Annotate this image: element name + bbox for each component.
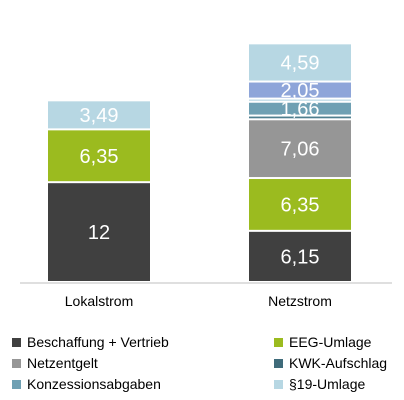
data-label: 7,06	[281, 139, 320, 161]
bar-segment	[48, 130, 150, 182]
data-label: 6,15	[281, 246, 320, 268]
data-label: 12	[88, 222, 110, 244]
legend-swatch	[274, 379, 283, 389]
data-label: 2,05	[281, 80, 320, 102]
bar-segment	[249, 44, 351, 81]
legend-item-konzession: Konzessionsabgaben	[12, 376, 161, 392]
legend-label: KWK-Aufschlag	[289, 355, 388, 371]
bar-segment	[249, 231, 351, 281]
data-label: 1,66	[281, 99, 320, 121]
legend-swatch	[274, 337, 283, 347]
stacked-bar-chart: 12 6,35 3,49 6,15 6,35 7,06 1,662,05 4,59 Lokal…	[20, 44, 392, 309]
bar-segment	[249, 116, 351, 119]
legend-item-par19: §19-Umlage	[274, 376, 365, 392]
legend-item-beschaffung: Beschaffung + Vertrieb	[12, 334, 169, 350]
legend-label: §19-Umlage	[289, 376, 366, 392]
bar-segment	[249, 99, 351, 101]
bar-segment	[249, 102, 351, 115]
data-label: 6,35	[80, 146, 119, 168]
legend-label: Netzentgelt	[27, 355, 98, 371]
category-label: Netzstrom	[268, 293, 332, 309]
legend-label: Konzessionsabgaben	[27, 376, 161, 392]
data-label: 3,49	[80, 105, 119, 127]
bars-group: 12 6,35 3,49 6,15 6,35 7,06 1,662,05 4,59	[48, 44, 351, 281]
legend-label: EEG-Umlage	[289, 334, 372, 350]
data-label: 4,59	[281, 52, 320, 74]
legend-swatch	[12, 379, 21, 389]
bar-segment	[48, 183, 150, 281]
category-labels: Lokalstrom Netzstrom	[65, 293, 332, 309]
bar-segment	[48, 101, 150, 129]
legend-label: Beschaffung + Vertrieb	[27, 334, 169, 350]
legend-item-kwk: KWK-Aufschlag	[274, 355, 387, 371]
bar-segment	[249, 179, 351, 230]
category-label: Lokalstrom	[65, 293, 133, 309]
bar-segment	[249, 82, 351, 98]
legend-swatch	[12, 358, 21, 368]
legend-swatch	[274, 358, 283, 368]
data-label: 6,35	[281, 194, 320, 216]
legend-swatch	[12, 337, 21, 347]
legend-item-eeg: EEG-Umlage	[274, 334, 371, 350]
legend-item-netzentgelt: Netzentgelt	[12, 355, 98, 371]
bar-segment	[249, 120, 351, 178]
